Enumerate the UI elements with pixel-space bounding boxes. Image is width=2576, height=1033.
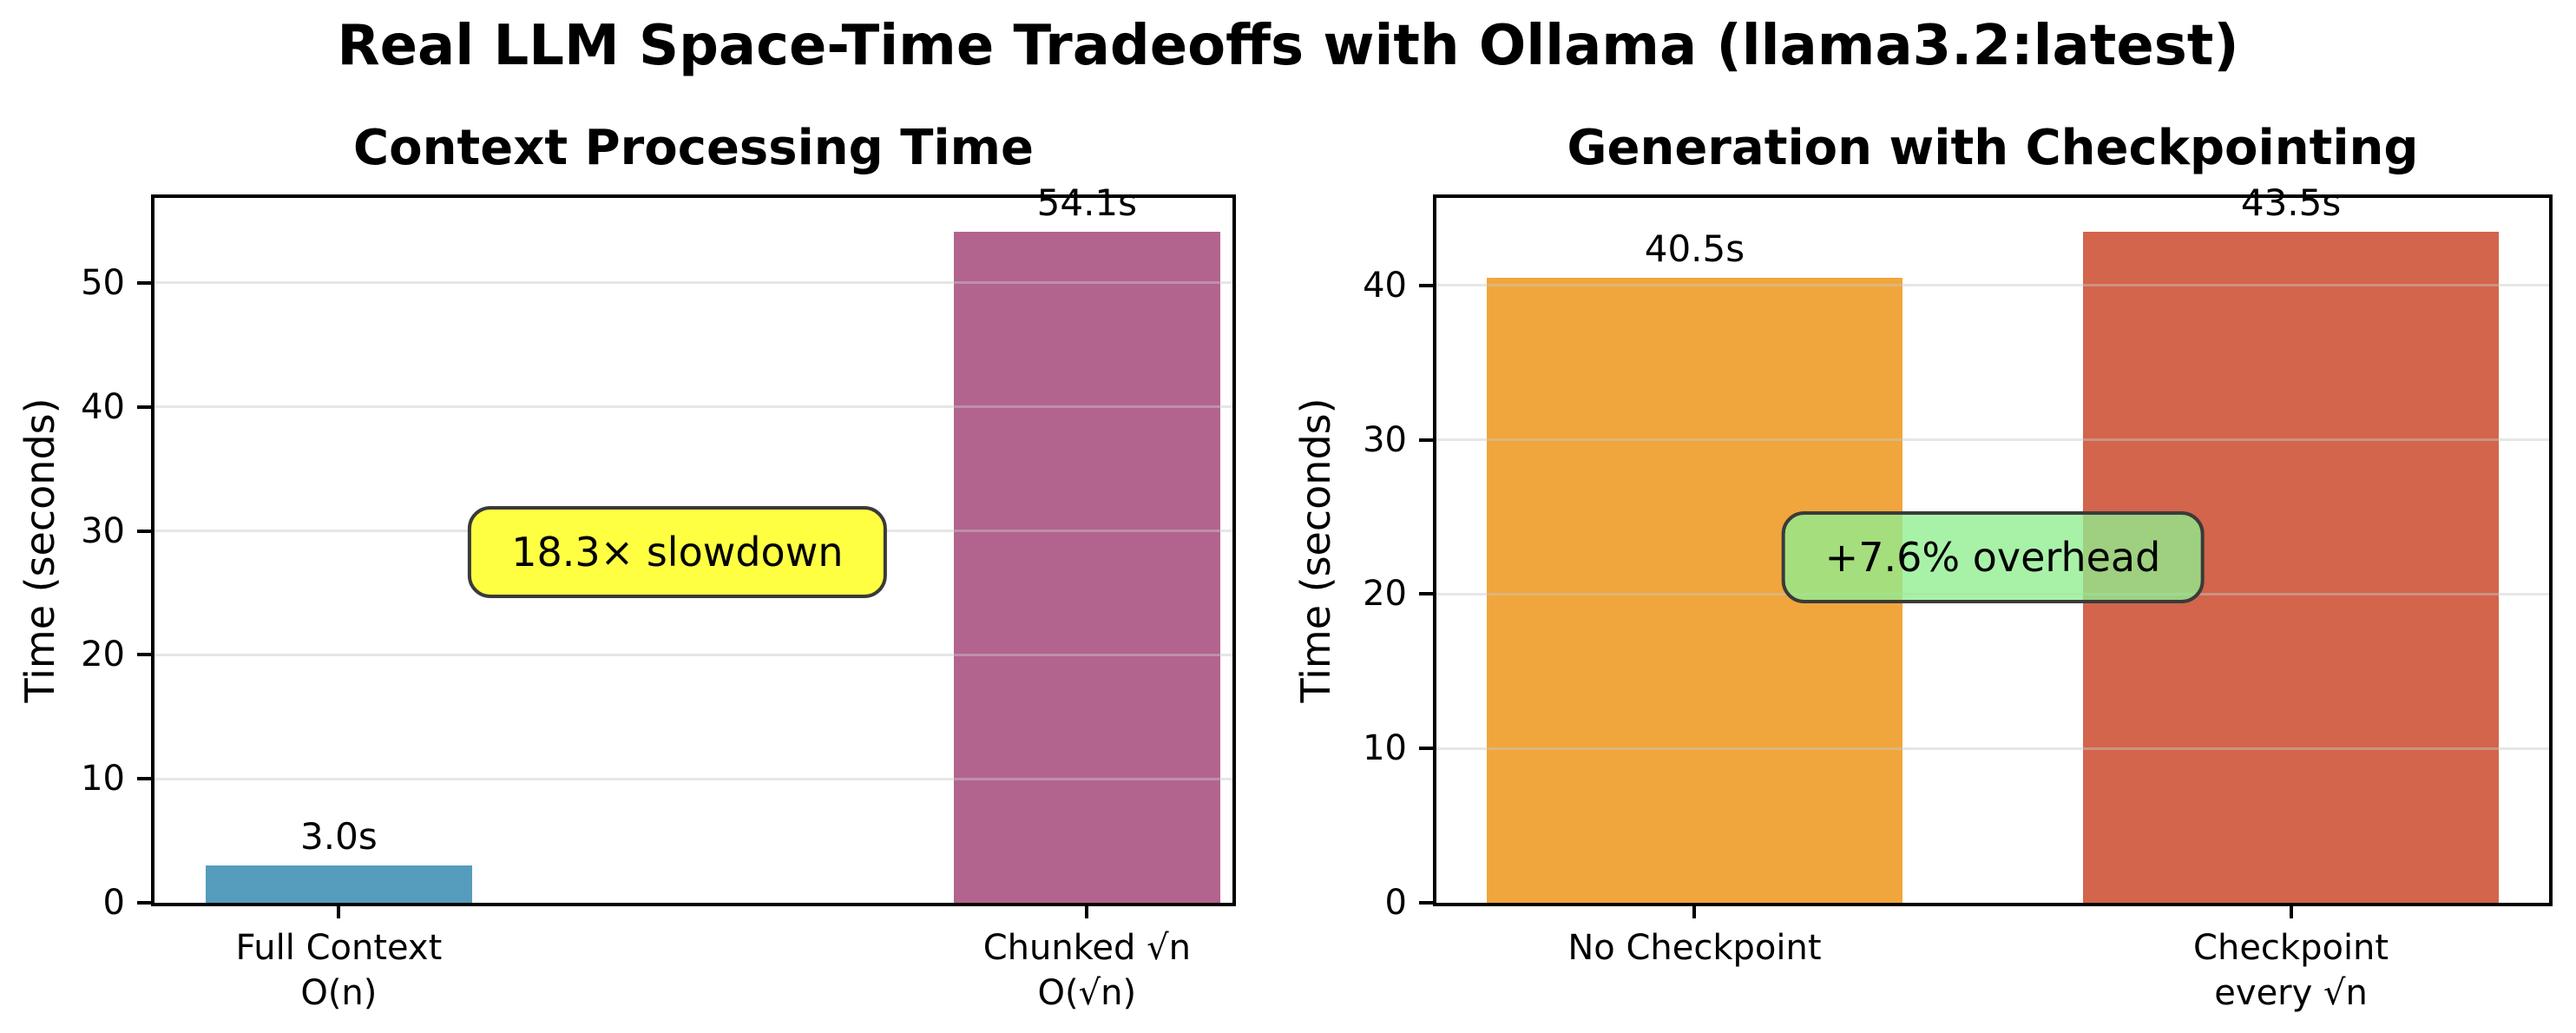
- bar-value-label: 43.5s: [2240, 181, 2342, 224]
- y-tick-mark: [1419, 592, 1433, 596]
- bar-0: [205, 865, 472, 903]
- plot-area: +7.6% overhead: [1433, 194, 2553, 906]
- y-tick-mark: [137, 280, 151, 285]
- y-tick-label: 0: [102, 883, 125, 923]
- y-tick-label: 20: [81, 635, 125, 675]
- bar-value-label: 40.5s: [1644, 227, 1745, 270]
- y-tick-mark: [1419, 901, 1433, 905]
- y-tick-mark: [137, 529, 151, 533]
- y-tick-label: 10: [1363, 728, 1407, 769]
- annotation-box: +7.6% overhead: [1781, 510, 2205, 603]
- y-tick-label: 0: [1384, 883, 1407, 923]
- x-tick-label: Checkpoint every √n: [2193, 928, 2389, 1013]
- y-tick-mark: [1419, 438, 1433, 442]
- bar-1: [953, 232, 1220, 903]
- gridline: [154, 405, 1232, 409]
- y-tick-label: 20: [1363, 574, 1407, 615]
- x-tick-mark: [337, 906, 341, 918]
- y-tick-label: 30: [81, 510, 125, 551]
- y-tick-mark: [137, 405, 151, 409]
- y-tick-label: 10: [81, 759, 125, 799]
- y-tick-label: 50: [81, 262, 125, 303]
- gridline: [1436, 747, 2549, 750]
- x-tick-label: Chunked √n O(√n): [982, 928, 1191, 1013]
- annotation-box: 18.3× slowdown: [468, 505, 887, 598]
- figure-title: Real LLM Space-Time Tradeoffs with Ollam…: [337, 14, 2239, 78]
- plot-area: 18.3× slowdown: [151, 194, 1236, 906]
- y-tick-label: 30: [1363, 419, 1407, 460]
- gridline: [1436, 284, 2549, 287]
- y-tick-mark: [1419, 747, 1433, 751]
- x-tick-mark: [1085, 906, 1089, 918]
- x-tick-label: No Checkpoint: [1567, 928, 1822, 968]
- y-tick-label: 40: [1363, 265, 1407, 306]
- y-tick-mark: [137, 901, 151, 905]
- gridline: [1436, 438, 2549, 442]
- bar-value-label: 3.0s: [300, 815, 378, 859]
- gridline: [154, 777, 1232, 780]
- y-tick-mark: [1419, 283, 1433, 287]
- chart-title: Context Processing Time: [353, 120, 1034, 176]
- gridline: [154, 653, 1232, 656]
- x-tick-mark: [1692, 906, 1697, 918]
- x-tick-label: Full Context O(n): [235, 928, 443, 1013]
- x-tick-mark: [2289, 906, 2293, 918]
- bar-value-label: 54.1s: [1036, 181, 1138, 225]
- y-tick-mark: [137, 777, 151, 781]
- chart-title: Generation with Checkpointing: [1567, 120, 2419, 176]
- gridline: [154, 281, 1232, 285]
- y-tick-label: 40: [81, 386, 125, 427]
- y-tick-mark: [137, 653, 151, 657]
